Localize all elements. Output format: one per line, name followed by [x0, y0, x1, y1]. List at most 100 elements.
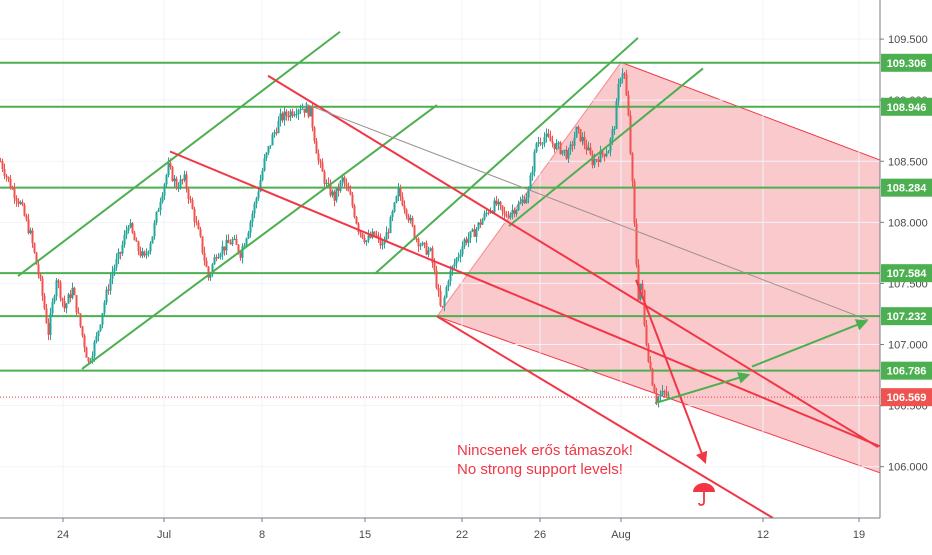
- candle-body: [619, 78, 622, 85]
- candle-body: [23, 204, 26, 216]
- candle-body: [153, 222, 156, 237]
- current-price-label: 106.569: [887, 392, 927, 404]
- candle-body: [545, 133, 548, 138]
- candle-body: [409, 217, 412, 221]
- candle-body: [0, 161, 2, 163]
- candle-body: [437, 287, 440, 291]
- candle-body: [133, 232, 136, 241]
- level-price-label: 108.284: [887, 183, 928, 195]
- candle-body: [37, 264, 40, 275]
- candle-body: [473, 229, 476, 237]
- candle-body: [21, 202, 24, 205]
- y-tick-label: 106.000: [888, 462, 928, 474]
- candle-body: [193, 208, 196, 222]
- candle-body: [9, 179, 12, 189]
- pitchfork-upper-line: [620, 61, 881, 161]
- candle-body: [487, 212, 490, 214]
- candle-body: [643, 290, 646, 326]
- candle-body: [317, 153, 320, 161]
- candle-body: [537, 142, 540, 144]
- candle-body: [163, 184, 166, 196]
- candle-body: [211, 264, 214, 274]
- candle-body: [415, 238, 418, 240]
- candle-body: [635, 223, 638, 265]
- candle-body: [273, 132, 276, 135]
- candle-body: [457, 256, 460, 259]
- candle-body: [343, 177, 346, 184]
- candle-body: [35, 252, 38, 265]
- candle-body: [241, 246, 244, 258]
- candle-body: [209, 273, 212, 278]
- candle-body: [113, 267, 116, 272]
- candle-body: [551, 141, 554, 144]
- candle-body: [335, 188, 338, 201]
- candle-body: [331, 191, 334, 196]
- candle-body: [395, 196, 398, 203]
- candle-body: [587, 147, 590, 151]
- candle-body: [603, 154, 606, 157]
- candle-body: [475, 228, 478, 237]
- candle-body: [107, 289, 110, 291]
- candle-body: [291, 111, 294, 116]
- candle-body: [109, 278, 112, 291]
- candle-body: [127, 227, 130, 231]
- candle-body: [531, 171, 534, 176]
- candle-body: [607, 151, 610, 154]
- candle-body: [25, 215, 28, 220]
- candle-body: [177, 187, 180, 189]
- candle-body: [61, 298, 64, 301]
- candle-body: [197, 222, 200, 230]
- candle-body: [139, 251, 142, 256]
- candle-body: [115, 258, 118, 268]
- candle-body: [205, 260, 208, 267]
- candle-body: [263, 158, 266, 171]
- candle-body: [385, 232, 388, 242]
- candle-body: [485, 212, 488, 214]
- candle-body: [85, 347, 88, 358]
- candle-body: [503, 211, 506, 215]
- candle-body: [443, 297, 446, 306]
- candle-body: [243, 245, 246, 247]
- candle-body: [295, 114, 298, 116]
- candle-body: [287, 115, 290, 118]
- trend-line-grey: [304, 103, 869, 321]
- candle-body: [525, 197, 528, 204]
- candle-body: [195, 221, 198, 223]
- candle-body: [279, 113, 282, 121]
- candle-body: [427, 250, 430, 255]
- candle-body: [161, 195, 164, 203]
- candle-body: [641, 283, 644, 291]
- candle-body: [493, 200, 496, 213]
- candle-body: [369, 235, 372, 238]
- candle-body: [511, 209, 514, 214]
- candle-body: [559, 142, 562, 154]
- candle-body: [67, 294, 70, 304]
- annotation-hu: Nincsenek erős támaszok!: [457, 442, 633, 459]
- candle-body: [507, 216, 510, 218]
- level-price-label: 107.584: [887, 268, 928, 280]
- candle-body: [411, 217, 414, 226]
- candle-body: [515, 209, 518, 215]
- candle-body: [345, 183, 348, 187]
- candle-body: [363, 238, 366, 243]
- level-price-label-bg: [881, 53, 932, 72]
- candle-body: [313, 127, 316, 142]
- candle-body: [57, 280, 60, 283]
- candle-body: [341, 177, 344, 182]
- candle-body: [655, 393, 658, 402]
- candle-body: [323, 171, 326, 184]
- level-price-label-bg: [881, 264, 932, 283]
- candle-body: [459, 254, 462, 257]
- candle-body: [245, 238, 248, 246]
- candle-body: [121, 244, 124, 254]
- x-tick-label: Jul: [157, 529, 171, 541]
- candle-body: [303, 108, 306, 113]
- candle-body: [647, 344, 650, 363]
- candle-body: [213, 257, 216, 265]
- candle-body: [663, 390, 666, 392]
- candle-body: [321, 162, 324, 172]
- candle-body: [301, 108, 304, 110]
- candle-body: [187, 189, 190, 199]
- candle-body: [387, 232, 390, 234]
